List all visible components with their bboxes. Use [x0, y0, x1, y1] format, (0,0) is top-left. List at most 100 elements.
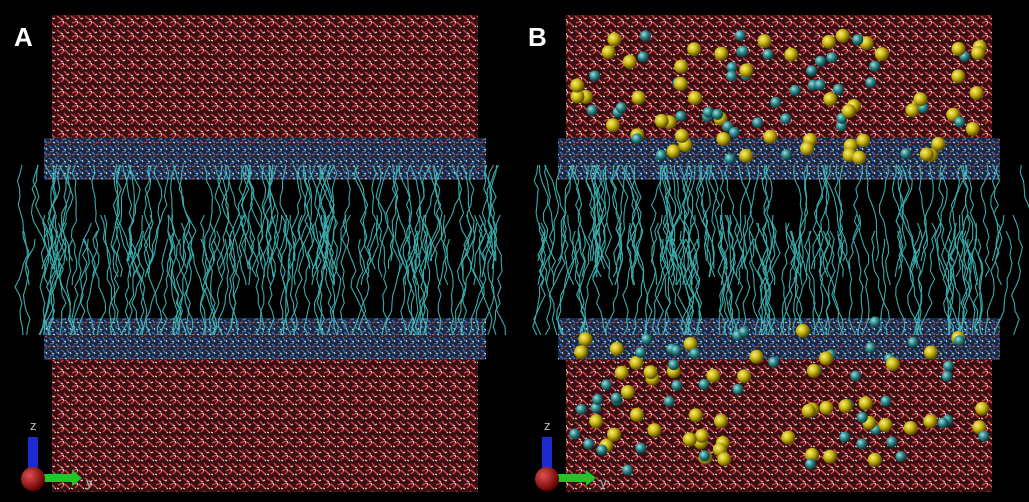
ion-teal [941, 370, 953, 382]
lipid-tail [217, 164, 230, 270]
ion-gold [739, 148, 754, 163]
ion-teal [826, 52, 838, 64]
lipid-tail [225, 164, 247, 286]
ion-gold [713, 414, 728, 429]
lipid-tail [110, 164, 119, 278]
ion-teal [869, 60, 881, 72]
lipid-tail [1011, 214, 1023, 336]
lipid-tail [947, 222, 957, 336]
lipid-tail [556, 214, 575, 336]
lipid-tail [292, 164, 315, 270]
lipid-tail [103, 214, 117, 336]
lipid-tail [852, 214, 864, 336]
lipid-tail [697, 164, 712, 278]
lipid-tail [984, 214, 1005, 336]
lipid-tail [481, 164, 490, 262]
lipid-tail [822, 164, 830, 278]
lipid-tail [70, 164, 78, 286]
lipid-tail [86, 230, 100, 336]
lipid-tail [419, 238, 432, 336]
lipid-tail [936, 222, 961, 336]
lipid-tail [167, 214, 184, 336]
ion-gold [923, 414, 938, 429]
z-axis [542, 437, 552, 477]
lipid-tail [742, 214, 751, 336]
lipid-tail [240, 164, 250, 270]
headgroups-bottom [44, 318, 486, 360]
ions [569, 28, 990, 476]
panel: Azy [14, 15, 506, 492]
ion-gold [878, 418, 893, 432]
lipid-tail [38, 230, 62, 336]
lipid-tail [268, 164, 279, 278]
ion-gold [674, 128, 689, 143]
origin [535, 467, 559, 491]
ion-gold [739, 63, 754, 78]
ion-gold [801, 403, 816, 418]
lipid-tail [557, 164, 573, 262]
ion-gold [885, 357, 900, 372]
ion-gold [800, 141, 815, 156]
lipid-tail [759, 222, 775, 336]
lipid-tail [812, 164, 828, 270]
lipid-tail [100, 214, 116, 336]
lipid-tail [822, 230, 836, 336]
lipid-tail [533, 222, 546, 336]
lipid-tail [315, 164, 329, 270]
lipid-tail [810, 165, 831, 270]
ion-gold [570, 89, 585, 104]
lipid-tail [631, 164, 642, 286]
lipid-tail [460, 222, 478, 336]
lipid-tail [695, 164, 715, 278]
lipid-tail [604, 164, 614, 286]
lipid-tail [660, 164, 678, 286]
ion-gold [629, 355, 644, 370]
panel: Bzy [528, 15, 1029, 492]
ion-teal [856, 411, 868, 423]
axes-icon: zy [535, 418, 607, 491]
ion-teal [943, 360, 954, 372]
lipid-tail [226, 214, 245, 336]
ion-teal [640, 30, 651, 42]
z-axis [28, 437, 38, 477]
lipid-tail [779, 230, 796, 336]
lipid-tail [404, 164, 425, 286]
lipid-tail [91, 164, 100, 278]
lipid-tail [955, 164, 969, 278]
lipid-tail [437, 214, 448, 336]
ion-teal [752, 117, 764, 129]
lipid-tail [22, 238, 36, 336]
y-arrow [586, 470, 596, 486]
ion-teal [655, 149, 667, 161]
lipid-tail [943, 215, 961, 336]
lipid-tail [748, 238, 759, 336]
lipid-tail [690, 214, 703, 336]
lipid-tail [43, 164, 55, 286]
lipid-tail [823, 230, 844, 336]
ion-teal [675, 110, 687, 122]
lipid-tail [481, 230, 495, 336]
lipid-tail [914, 214, 928, 336]
lipid-tail [991, 164, 1000, 262]
lipid-tail [66, 238, 77, 336]
ion-gold [673, 76, 688, 91]
ion-gold [717, 452, 732, 467]
ion-teal [637, 51, 649, 63]
lipid-tail [957, 230, 971, 336]
ion-teal [737, 45, 749, 57]
lipid-tail [376, 214, 388, 336]
lipid-tail [111, 222, 123, 336]
ion-teal [724, 153, 736, 165]
lipid-tail [360, 164, 390, 286]
ion-gold [781, 430, 796, 445]
water-top [566, 15, 992, 150]
lipid-tail [332, 214, 342, 336]
lipid-tail [990, 164, 1002, 286]
ion-gold [574, 345, 589, 360]
lipid-tail [591, 164, 610, 270]
ion-gold [975, 401, 990, 416]
lipid-tail [356, 238, 367, 336]
origin [21, 467, 45, 491]
ion-gold [687, 42, 702, 57]
